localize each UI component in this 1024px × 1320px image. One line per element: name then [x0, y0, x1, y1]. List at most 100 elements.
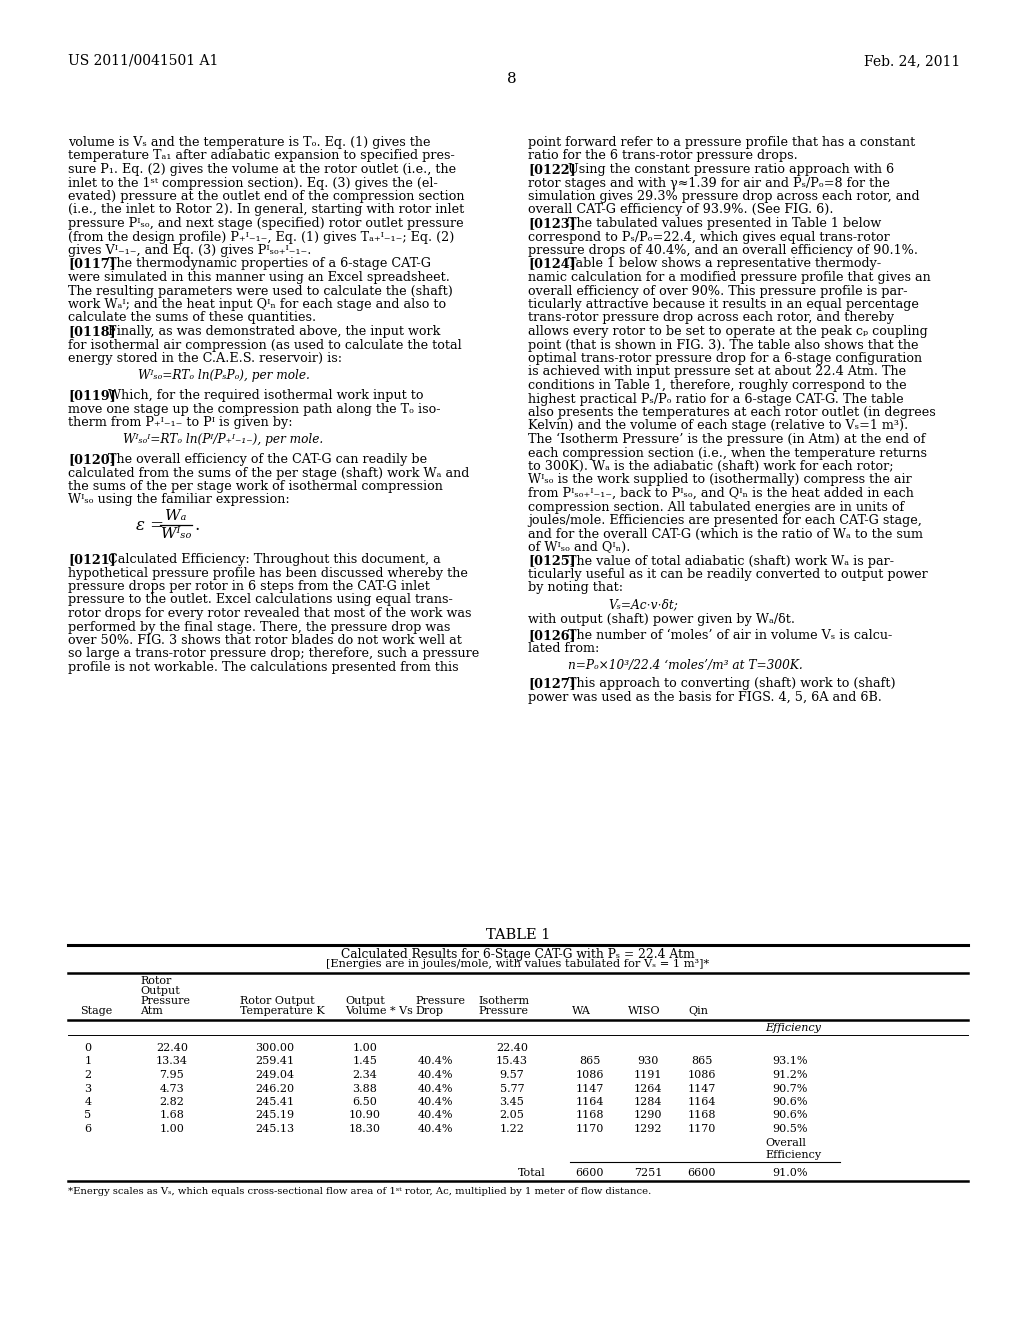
Text: 40.4%: 40.4%	[417, 1084, 453, 1093]
Text: point (that is shown in FIG. 3). The table also shows that the: point (that is shown in FIG. 3). The tab…	[528, 338, 919, 351]
Text: Qin: Qin	[688, 1006, 708, 1016]
Text: move one stage up the compression path along the Tₒ iso-: move one stage up the compression path a…	[68, 403, 440, 416]
Text: of Wᴵₛₒ and Qᴵₙ).: of Wᴵₛₒ and Qᴵₙ).	[528, 541, 631, 554]
Text: Atm: Atm	[140, 1006, 163, 1016]
Text: Stage: Stage	[80, 1006, 113, 1016]
Text: 1264: 1264	[634, 1084, 663, 1093]
Text: Rotor: Rotor	[140, 975, 171, 986]
Text: The resulting parameters were used to calculate the (shaft): The resulting parameters were used to ca…	[68, 285, 453, 297]
Text: 7.95: 7.95	[160, 1071, 184, 1080]
Text: Temperature K: Temperature K	[240, 1006, 325, 1016]
Text: for isothermal air compression (as used to calculate the total: for isothermal air compression (as used …	[68, 338, 462, 351]
Text: profile is not workable. The calculations presented from this: profile is not workable. The calculation…	[68, 661, 459, 675]
Text: 1191: 1191	[634, 1071, 663, 1080]
Text: [0120]: [0120]	[68, 453, 116, 466]
Text: 300.00: 300.00	[255, 1043, 295, 1053]
Text: Rotor Output: Rotor Output	[240, 997, 314, 1006]
Text: n=Pₒ×10³/22.4 ‘moles’/m³ at T=300K.: n=Pₒ×10³/22.4 ‘moles’/m³ at T=300K.	[568, 659, 803, 672]
Text: 8: 8	[507, 73, 517, 86]
Text: 6.50: 6.50	[352, 1097, 378, 1107]
Text: 1086: 1086	[575, 1071, 604, 1080]
Text: 1170: 1170	[575, 1125, 604, 1134]
Text: namic calculation for a modified pressure profile that gives an: namic calculation for a modified pressur…	[528, 271, 931, 284]
Text: sure P₁. Eq. (2) gives the volume at the rotor outlet (i.e., the: sure P₁. Eq. (2) gives the volume at the…	[68, 162, 456, 176]
Text: 91.0%: 91.0%	[772, 1167, 808, 1177]
Text: rotor drops for every rotor revealed that most of the work was: rotor drops for every rotor revealed tha…	[68, 607, 471, 620]
Text: Calculated Efficiency: Throughout this document, a: Calculated Efficiency: Throughout this d…	[108, 553, 440, 566]
Text: [0117]: [0117]	[68, 257, 116, 271]
Text: also presents the temperatures at each rotor outlet (in degrees: also presents the temperatures at each r…	[528, 407, 936, 418]
Text: [0125]: [0125]	[528, 554, 575, 568]
Text: Using the constant pressure ratio approach with 6: Using the constant pressure ratio approa…	[568, 162, 894, 176]
Text: ε =: ε =	[136, 516, 164, 533]
Text: 1: 1	[84, 1056, 91, 1067]
Text: 5: 5	[84, 1110, 91, 1121]
Text: The thermodynamic properties of a 6-stage CAT-G: The thermodynamic properties of a 6-stag…	[108, 257, 431, 271]
Text: Finally, as was demonstrated above, the input work: Finally, as was demonstrated above, the …	[108, 325, 440, 338]
Text: 865: 865	[580, 1056, 601, 1067]
Text: Wᴵₛₒ using the familiar expression:: Wᴵₛₒ using the familiar expression:	[68, 494, 290, 507]
Text: with output (shaft) power given by Wₐ/δt.: with output (shaft) power given by Wₐ/δt…	[528, 614, 795, 627]
Text: 5.77: 5.77	[500, 1084, 524, 1093]
Text: 2.34: 2.34	[352, 1071, 378, 1080]
Text: 865: 865	[691, 1056, 713, 1067]
Text: inlet to the 1ˢᵗ compression section). Eq. (3) gives the (el-: inlet to the 1ˢᵗ compression section). E…	[68, 177, 437, 190]
Text: 90.5%: 90.5%	[772, 1125, 808, 1134]
Text: 1147: 1147	[688, 1084, 716, 1093]
Text: [0121]: [0121]	[68, 553, 116, 566]
Text: 1.68: 1.68	[160, 1110, 184, 1121]
Text: 10.90: 10.90	[349, 1110, 381, 1121]
Text: Efficiency: Efficiency	[765, 1150, 821, 1159]
Text: 90.6%: 90.6%	[772, 1110, 808, 1121]
Text: Total: Total	[518, 1167, 546, 1177]
Text: so large a trans-rotor pressure drop; therefore, such a pressure: so large a trans-rotor pressure drop; th…	[68, 648, 479, 660]
Text: Output: Output	[140, 986, 180, 997]
Text: 40.4%: 40.4%	[417, 1056, 453, 1067]
Text: 6600: 6600	[575, 1167, 604, 1177]
Text: [0119]: [0119]	[68, 389, 116, 403]
Text: *Energy scales as Vₛ, which equals cross-sectional flow area of 1ˢᵗ rotor, Ac, m: *Energy scales as Vₛ, which equals cross…	[68, 1187, 651, 1196]
Text: is achieved with input pressure set at about 22.4 Atm. The: is achieved with input pressure set at a…	[528, 366, 906, 379]
Text: [0118]: [0118]	[68, 325, 116, 338]
Text: power was used as the basis for FIGS. 4, 5, 6A and 6B.: power was used as the basis for FIGS. 4,…	[528, 690, 882, 704]
Text: pressure Pᴵₛₒ, and next stage (specified) rotor outlet pressure: pressure Pᴵₛₒ, and next stage (specified…	[68, 216, 464, 230]
Text: the sums of the per stage work of isothermal compression: the sums of the per stage work of isothe…	[68, 480, 442, 492]
Text: evated) pressure at the outlet end of the compression section: evated) pressure at the outlet end of th…	[68, 190, 465, 203]
Text: 1.22: 1.22	[500, 1125, 524, 1134]
Text: pressure drops of 40.4%, and an overall efficiency of 90.1%.: pressure drops of 40.4%, and an overall …	[528, 244, 918, 257]
Text: to 300K). Wₐ is the adiabatic (shaft) work for each rotor;: to 300K). Wₐ is the adiabatic (shaft) wo…	[528, 459, 894, 473]
Text: .: .	[194, 516, 200, 533]
Text: hypothetical pressure profile has been discussed whereby the: hypothetical pressure profile has been d…	[68, 566, 468, 579]
Text: 18.30: 18.30	[349, 1125, 381, 1134]
Text: by noting that:: by noting that:	[528, 582, 624, 594]
Text: 2.82: 2.82	[160, 1097, 184, 1107]
Text: [0124]: [0124]	[528, 257, 575, 271]
Text: 6600: 6600	[688, 1167, 716, 1177]
Text: 245.19: 245.19	[255, 1110, 295, 1121]
Text: correspond to Pₛ/Pₒ=22.4, which gives equal trans-rotor: correspond to Pₛ/Pₒ=22.4, which gives eq…	[528, 231, 890, 243]
Text: and for the overall CAT-G (which is the ratio of Wₐ to the sum: and for the overall CAT-G (which is the …	[528, 528, 923, 540]
Text: 6: 6	[84, 1125, 91, 1134]
Text: ticularly attractive because it results in an equal percentage: ticularly attractive because it results …	[528, 298, 919, 312]
Text: 1168: 1168	[575, 1110, 604, 1121]
Text: 1170: 1170	[688, 1125, 716, 1134]
Text: [0122]: [0122]	[528, 162, 575, 176]
Text: 1284: 1284	[634, 1097, 663, 1107]
Text: (from the design profile) P₊ᴵ₋₁₋, Eq. (1) gives Tₐ₊ᴵ₋₁₋; Eq. (2): (from the design profile) P₊ᴵ₋₁₋, Eq. (1…	[68, 231, 455, 243]
Text: 246.20: 246.20	[255, 1084, 295, 1093]
Text: 1290: 1290	[634, 1110, 663, 1121]
Text: 2: 2	[84, 1071, 91, 1080]
Text: Pressure: Pressure	[478, 1006, 528, 1016]
Text: Which, for the required isothermal work input to: Which, for the required isothermal work …	[108, 389, 424, 403]
Text: 245.41: 245.41	[255, 1097, 295, 1107]
Text: Efficiency: Efficiency	[765, 1023, 821, 1034]
Text: Feb. 24, 2011: Feb. 24, 2011	[864, 54, 961, 69]
Text: Drop: Drop	[415, 1006, 443, 1016]
Text: Isotherm: Isotherm	[478, 997, 529, 1006]
Text: The tabulated values presented in Table 1 below: The tabulated values presented in Table …	[568, 216, 882, 230]
Text: 1.00: 1.00	[160, 1125, 184, 1134]
Text: 1147: 1147	[575, 1084, 604, 1093]
Text: 9.57: 9.57	[500, 1071, 524, 1080]
Text: temperature Tₐ₁ after adiabatic expansion to specified pres-: temperature Tₐ₁ after adiabatic expansio…	[68, 149, 455, 162]
Text: Kelvin) and the volume of each stage (relative to Vₛ=1 m³).: Kelvin) and the volume of each stage (re…	[528, 420, 908, 433]
